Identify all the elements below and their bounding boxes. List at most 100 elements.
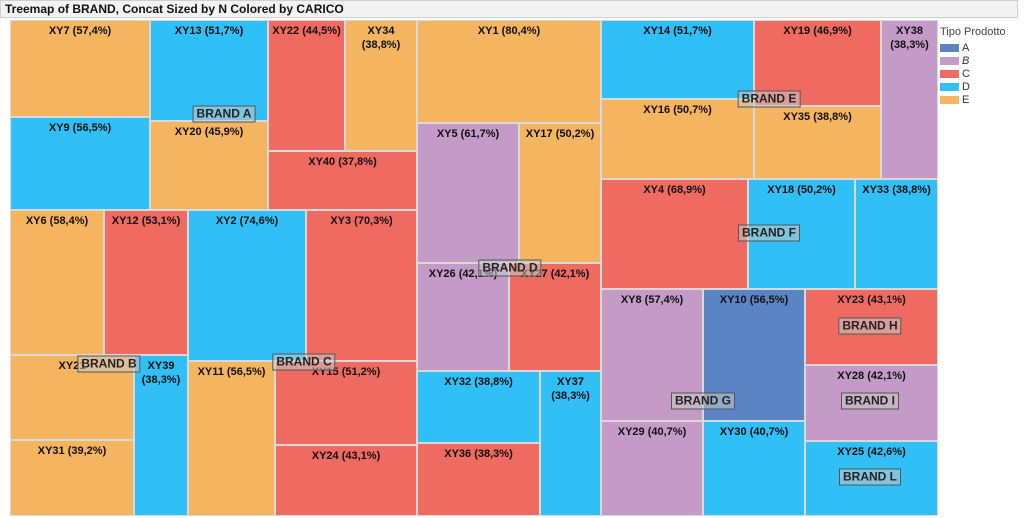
treemap-cell-xy12[interactable]: XY12 (53,1%) xyxy=(104,210,188,355)
treemap-cell-xy27[interactable]: XY27 (42,1%) xyxy=(509,263,601,371)
cell-label: XY32 (38,8%) xyxy=(444,376,513,388)
cell-label: XY38 (38,3%) xyxy=(890,25,929,51)
group-label-brand-c: BRAND C xyxy=(272,353,336,371)
treemap-cell-xy13[interactable]: XY13 (51,7%) xyxy=(150,20,268,121)
cell-label: XY1 (80,4%) xyxy=(477,25,541,37)
cell-label: XY18 (50,2%) xyxy=(767,184,836,196)
treemap-cell-xy26[interactable]: XY26 (42,1%) xyxy=(417,263,509,371)
cell-label: XY30 (40,7%) xyxy=(719,426,789,438)
treemap-cell-xy22[interactable]: XY22 (44,5%) xyxy=(268,20,345,151)
treemap-cell-xy14[interactable]: XY14 (51,7%) xyxy=(601,20,754,99)
legend-swatch xyxy=(940,57,959,65)
treemap-cell-xy6[interactable]: XY6 (58,4%) xyxy=(10,210,104,355)
legend-title: Tipo Prodotto xyxy=(940,26,1006,38)
treemap-cell-xy16[interactable]: XY16 (50,7%) xyxy=(601,99,754,179)
cell-label: XY2 (74,6%) xyxy=(215,215,279,227)
treemap-cell-xy38[interactable]: XY38 (38,3%) xyxy=(881,20,938,179)
treemap-cell-xy32[interactable]: XY32 (38,8%) xyxy=(417,371,540,443)
legend-label: D xyxy=(962,81,970,93)
legend-label: A xyxy=(962,42,970,54)
cell-label: XY7 (57,4%) xyxy=(48,25,112,37)
treemap-cell-xy5[interactable]: XY5 (61,7%) xyxy=(417,123,519,263)
legend-swatch xyxy=(940,83,959,91)
legend-item-c[interactable]: C xyxy=(940,68,1024,80)
legend-swatch xyxy=(940,70,959,78)
cell-label: XY9 (56,5%) xyxy=(48,122,112,134)
treemap-plot-area: XY7 (57,4%) XY13 (51,7%) XY22 (44,5%) XY34 … xyxy=(10,20,938,516)
treemap-cell-xy1[interactable]: XY1 (80,4%) xyxy=(417,20,601,123)
legend-swatch xyxy=(940,44,959,52)
cell-label: XY12 (53,1%) xyxy=(111,215,181,227)
group-label-brand-e: BRAND E xyxy=(737,90,801,108)
treemap-cell-xy20[interactable]: XY20 (45,9%) xyxy=(150,121,268,210)
treemap-cell-xy4[interactable]: XY4 (68,9%) xyxy=(601,179,748,289)
cell-label: XY40 (37,8%) xyxy=(308,156,377,168)
legend-item-e[interactable]: E xyxy=(940,94,1024,106)
cell-label: XY10 (56,5%) xyxy=(719,294,789,306)
legend-swatch xyxy=(940,96,959,104)
treemap-cell-xy29[interactable]: XY29 (40,7%) xyxy=(601,421,703,516)
treemap-cell-xy37[interactable]: XY37 (38,3%) xyxy=(540,371,601,516)
cell-label: XY5 (61,7%) xyxy=(436,128,500,140)
cell-label: XY28 (42,1%) xyxy=(837,370,906,382)
cell-label: XY34 (38,8%) xyxy=(361,25,401,51)
treemap-cell-xy11[interactable]: XY11 (56,5%) xyxy=(188,361,275,516)
cell-label: XY20 (45,9%) xyxy=(174,126,244,138)
treemap-cell-xy7[interactable]: XY7 (57,4%) xyxy=(10,20,150,117)
chart-title: Treemap of BRAND, Concat Sized by N Colo… xyxy=(0,0,1018,18)
cell-label: XY3 (70,3%) xyxy=(330,215,393,227)
treemap-cell-xy35[interactable]: XY35 (38,8%) xyxy=(754,106,881,179)
treemap-cell-xy17[interactable]: XY17 (50,2%) xyxy=(519,123,601,263)
cell-label: XY37 (38,3%) xyxy=(551,376,590,402)
legend-item-d[interactable]: D xyxy=(940,81,1024,93)
cell-label: XY14 (51,7%) xyxy=(643,25,712,37)
cell-label: XY16 (50,7%) xyxy=(643,104,712,116)
legend-label: B xyxy=(962,55,970,67)
legend-label: C xyxy=(962,68,970,80)
group-label-brand-h: BRAND H xyxy=(838,317,902,335)
group-label-brand-i: BRAND I xyxy=(841,392,899,410)
treemap-cell-xy36[interactable]: XY36 (38,3%) xyxy=(417,443,540,516)
treemap-cell-xy24[interactable]: XY24 (43,1%) xyxy=(275,445,417,516)
group-label-brand-g: BRAND G xyxy=(671,392,735,410)
group-label-brand-d: BRAND D xyxy=(478,259,542,277)
cell-label: XY33 (38,8%) xyxy=(862,184,931,196)
legend-item-a[interactable]: A xyxy=(940,42,1024,54)
treemap-cell-xy2[interactable]: XY2 (74,6%) xyxy=(188,210,306,361)
treemap-cell-xy31[interactable]: XY31 (39,2%) xyxy=(10,440,134,516)
cell-label: XY19 (46,9%) xyxy=(783,25,852,37)
group-label-brand-b: BRAND B xyxy=(77,355,141,373)
treemap-cell-xy18[interactable]: XY18 (50,2%) xyxy=(748,179,855,289)
legend-item-b[interactable]: B xyxy=(940,55,1024,67)
cell-label: XY4 (68,9%) xyxy=(643,184,706,196)
treemap-cell-xy40[interactable]: XY40 (37,8%) xyxy=(268,151,417,210)
treemap-cell-xy3[interactable]: XY3 (70,3%) xyxy=(306,210,417,361)
group-label-brand-f: BRAND F xyxy=(738,224,800,242)
cell-label: XY6 (58,4%) xyxy=(25,215,89,227)
cell-label: XY23 (43,1%) xyxy=(837,294,906,306)
cell-label: XY36 (38,3%) xyxy=(444,448,513,460)
cell-label: XY8 (57,4%) xyxy=(620,294,684,306)
cell-label: XY25 (42,6%) xyxy=(837,446,906,458)
treemap-cell-xy33[interactable]: XY33 (38,8%) xyxy=(855,179,938,289)
legend-label: E xyxy=(962,94,970,106)
treemap-cell-xy39[interactable]: XY39 (38,3%) xyxy=(134,355,188,516)
treemap-cell-xy30[interactable]: XY30 (40,7%) xyxy=(703,421,805,516)
treemap-cell-xy15[interactable]: XY15 (51,2%) xyxy=(275,361,417,445)
cell-label: XY17 (50,2%) xyxy=(525,128,595,140)
cell-label: XY11 (56,5%) xyxy=(197,366,266,378)
cell-label: XY13 (51,7%) xyxy=(174,25,244,37)
cell-label: XY24 (43,1%) xyxy=(311,450,381,462)
group-label-brand-a: BRAND A xyxy=(192,105,256,123)
treemap-cell-xy23[interactable]: XY23 (43,1%) xyxy=(805,289,938,365)
treemap-cell-xy9[interactable]: XY9 (56,5%) xyxy=(10,117,150,210)
cell-label: XY29 (40,7%) xyxy=(617,426,687,438)
cell-label: XY22 (44,5%) xyxy=(272,25,341,37)
group-label-brand-l: BRAND L xyxy=(839,468,901,486)
cell-label: XY35 (38,8%) xyxy=(783,111,852,123)
treemap-cell-xy34[interactable]: XY34 (38,8%) xyxy=(345,20,417,151)
cell-label: XY39 (38,3%) xyxy=(141,360,181,386)
cell-label: XY31 (39,2%) xyxy=(37,445,107,457)
